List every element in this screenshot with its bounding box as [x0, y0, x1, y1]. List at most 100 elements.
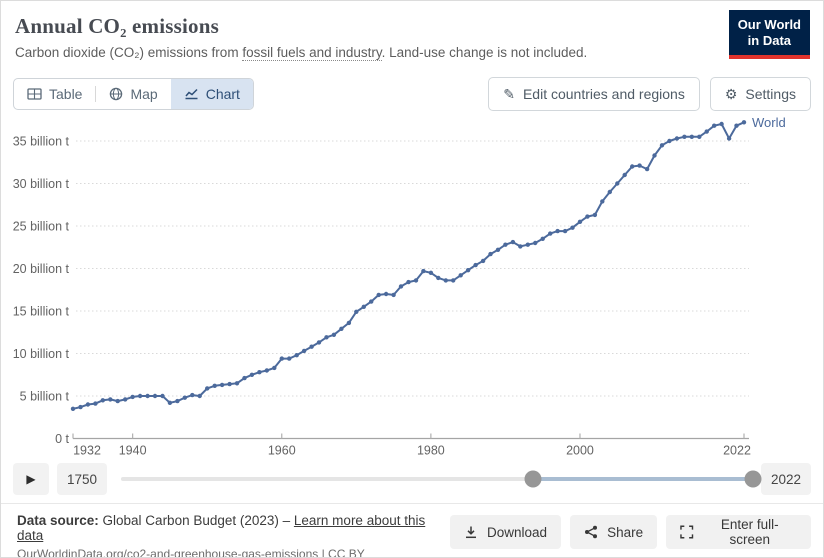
data-point-marker	[212, 383, 217, 388]
timeline-track[interactable]	[121, 477, 747, 481]
x-tick-label: 2000	[566, 444, 594, 458]
line-chart-icon	[185, 88, 198, 100]
y-tick-label: 5 billion t	[20, 390, 70, 404]
data-point-marker	[719, 121, 724, 127]
data-point-marker	[451, 278, 456, 283]
data-point-marker	[674, 136, 680, 141]
data-point-marker	[667, 138, 672, 144]
data-point-marker	[219, 382, 225, 388]
chart-action-buttons: ✎ Edit countries and regions ⚙ Settings	[488, 77, 811, 111]
y-tick-label: 20 billion t	[13, 262, 70, 276]
x-tick-label: 1932	[73, 444, 101, 458]
tab-chart[interactable]: Chart	[170, 79, 253, 109]
gear-icon: ⚙	[724, 86, 738, 102]
fullscreen-button[interactable]: Enter full-screen	[666, 515, 811, 549]
data-point-marker	[264, 368, 269, 373]
timeline-start-year[interactable]: 1750	[57, 463, 108, 495]
data-point-marker	[145, 393, 150, 399]
download-button[interactable]: Download	[450, 515, 562, 549]
data-point-marker	[339, 326, 344, 331]
subtitle-text: Carbon dioxide (CO₂) emissions from	[15, 45, 243, 60]
data-point-marker	[316, 340, 322, 345]
data-point-marker	[473, 262, 478, 268]
data-point-marker	[712, 123, 717, 128]
y-tick-label: 25 billion t	[13, 220, 70, 234]
data-point-marker	[436, 275, 441, 281]
data-point-marker	[234, 381, 240, 386]
timeline-row: ▶ 1750 2022	[13, 463, 811, 495]
data-point-marker	[123, 397, 128, 402]
data-point-marker	[272, 365, 277, 371]
settings-button[interactable]: ⚙ Settings	[709, 77, 811, 111]
tab-table-label: Table	[49, 86, 83, 102]
y-tick-label: 15 billion t	[13, 305, 70, 319]
tab-table[interactable]: Table	[14, 79, 95, 109]
timeline-start-handle[interactable]	[524, 470, 542, 488]
data-point-marker	[227, 381, 232, 387]
edit-countries-button[interactable]: ✎ Edit countries and regions	[488, 77, 700, 111]
data-point-marker	[309, 344, 314, 349]
data-point-marker	[689, 134, 694, 139]
timeline-slider[interactable]	[115, 463, 762, 495]
y-tick-label: 0 t	[55, 432, 69, 446]
tab-map[interactable]: Map	[96, 79, 170, 109]
data-point-marker	[287, 356, 292, 361]
data-point-marker	[93, 401, 98, 406]
data-point-marker	[480, 258, 486, 264]
subtitle-text-suffix: . Land-use change is not included.	[381, 45, 588, 60]
x-tick-label: 1980	[417, 444, 445, 458]
download-label: Download	[487, 524, 548, 540]
globe-icon	[110, 87, 123, 101]
y-tick-label: 35 billion t	[13, 135, 70, 149]
data-point-marker	[600, 199, 605, 204]
download-icon	[466, 526, 477, 539]
timeline-end-handle[interactable]	[744, 470, 762, 488]
data-point-marker	[175, 398, 180, 404]
chart-footer: Data source: Global Carbon Budget (2023)…	[1, 503, 823, 557]
learn-more-link[interactable]: Learn more about this data	[17, 513, 426, 543]
data-point-marker	[354, 309, 359, 314]
share-button[interactable]: Share	[570, 515, 658, 549]
data-point-marker	[152, 393, 158, 399]
tab-chart-label: Chart	[205, 86, 240, 102]
data-point-marker	[682, 134, 687, 139]
data-point-marker	[458, 273, 463, 278]
timeline-end-year[interactable]: 2022	[760, 463, 811, 495]
data-point-marker	[630, 164, 635, 169]
y-tick-label: 30 billion t	[13, 177, 70, 191]
data-point-marker	[205, 386, 210, 391]
data-point-marker	[488, 251, 493, 257]
series-label-world: World	[752, 115, 786, 130]
data-source-line: Data source: Global Carbon Budget (2023)…	[17, 513, 450, 543]
data-point-marker	[622, 172, 627, 178]
chart-subtitle: Carbon dioxide (CO₂) emissions from foss…	[15, 45, 807, 61]
edit-countries-label: Edit countries and regions	[522, 86, 685, 102]
timeline-selected-range[interactable]	[532, 477, 753, 481]
subtitle-term-link[interactable]: fossil fuels and industry	[242, 45, 382, 61]
data-point-marker	[585, 214, 590, 219]
owid-logo[interactable]: Our World in Data	[728, 10, 810, 59]
data-source-text: Global Carbon Budget (2023) –	[98, 513, 294, 528]
data-point-marker	[398, 284, 404, 289]
data-point-marker	[100, 398, 106, 403]
data-point-marker	[376, 292, 381, 298]
data-point-marker	[607, 189, 612, 195]
data-point-marker	[555, 228, 560, 234]
data-point-marker	[548, 231, 553, 236]
footer-buttons: Download Share Enter full-screen	[450, 513, 811, 549]
play-icon: ▶	[26, 472, 36, 486]
data-point-marker	[167, 400, 173, 405]
owid-logo-line1: Our World	[737, 17, 801, 32]
play-button[interactable]: ▶	[13, 463, 49, 495]
pencil-icon: ✎	[503, 86, 515, 102]
data-point-marker	[406, 279, 411, 285]
data-point-marker	[465, 268, 471, 273]
data-point-marker	[361, 304, 366, 309]
data-point-marker	[533, 240, 538, 246]
chart-header: Annual CO₂ emissions Carbon dioxide (CO₂…	[1, 1, 823, 61]
data-point-marker	[249, 372, 255, 377]
data-point-marker	[637, 163, 642, 168]
data-point-marker	[644, 166, 650, 172]
emissions-line-chart[interactable]: 0 t 5 billion t 10 billion t 15 billion t 20…	[1, 109, 824, 461]
data-point-marker	[369, 299, 374, 304]
